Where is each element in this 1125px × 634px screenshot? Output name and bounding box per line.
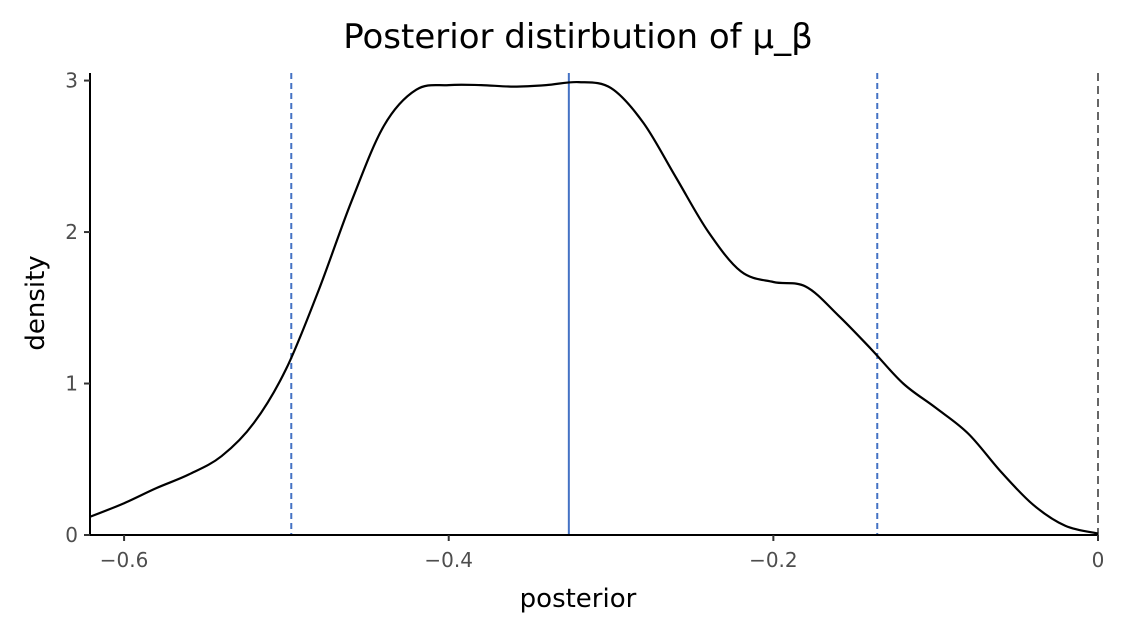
chart-title: Posterior distirbution of μ_β	[343, 17, 813, 57]
x-tick-label: −0.4	[424, 548, 473, 572]
x-tick-label: −0.6	[100, 548, 149, 572]
y-tick-label: 0	[65, 523, 78, 547]
y-tick-label: 3	[65, 69, 78, 93]
density-curve	[89, 80, 1099, 535]
y-tick-label: 2	[65, 220, 78, 244]
y-axis-title: density	[21, 255, 51, 350]
y-tick-label: 1	[65, 372, 78, 396]
plot-area	[89, 73, 1099, 535]
x-axis-title: posterior	[520, 584, 637, 614]
x-tick-label: 0	[1092, 548, 1105, 572]
axis-ticks: −0.6 −0.4 −0.2 0 0 1 2 3	[65, 69, 1104, 572]
x-tick-label: −0.2	[749, 548, 798, 572]
